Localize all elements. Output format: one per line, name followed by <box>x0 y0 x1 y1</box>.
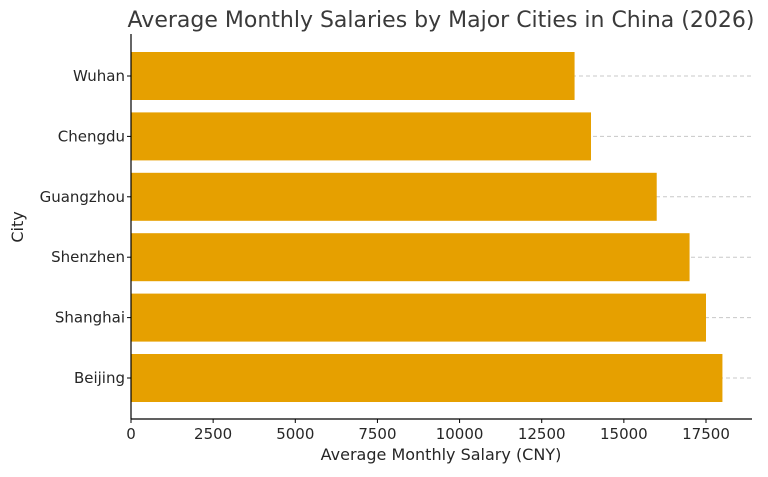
x-tick-label-15000: 15000 <box>600 425 648 443</box>
x-tick-label-10000: 10000 <box>436 425 484 443</box>
y-tick-label-wuhan: Wuhan <box>73 67 125 85</box>
x-tick-label-2500: 2500 <box>194 425 232 443</box>
bar-shanghai <box>131 293 706 342</box>
y-tick-label-shenzhen: Shenzhen <box>51 248 125 266</box>
y-ticks: Beijing Shanghai Shenzhen Guangzhou Chengdu W… <box>40 67 131 387</box>
x-tick-label-7500: 7500 <box>358 425 396 443</box>
y-tick-label-chengdu: Chengdu <box>58 127 125 145</box>
y-tick-label-shanghai: Shanghai <box>55 309 125 327</box>
y-axis-label: City <box>8 211 27 242</box>
bar-beijing <box>131 354 723 402</box>
chart-title: Average Monthly Salaries by Major Cities… <box>128 8 755 33</box>
x-tick-label-5000: 5000 <box>276 425 314 443</box>
bar-chengdu <box>131 112 591 161</box>
y-tick-label-guangzhou: Guangzhou <box>40 188 125 206</box>
x-tick-label-12500: 12500 <box>518 425 566 443</box>
x-axis-label: Average Monthly Salary (CNY) <box>321 445 562 464</box>
bar-guangzhou <box>131 172 657 221</box>
x-tick-label-17500: 17500 <box>682 425 730 443</box>
y-tick-label-beijing: Beijing <box>74 369 125 387</box>
axes <box>130 34 752 420</box>
bar-shenzhen <box>131 233 690 282</box>
x-tick-label-0: 0 <box>126 425 136 443</box>
bar-wuhan <box>131 52 575 100</box>
x-ticks: 0 2500 5000 7500 10000 12500 15000 17500 <box>126 419 730 443</box>
bars <box>131 52 723 402</box>
